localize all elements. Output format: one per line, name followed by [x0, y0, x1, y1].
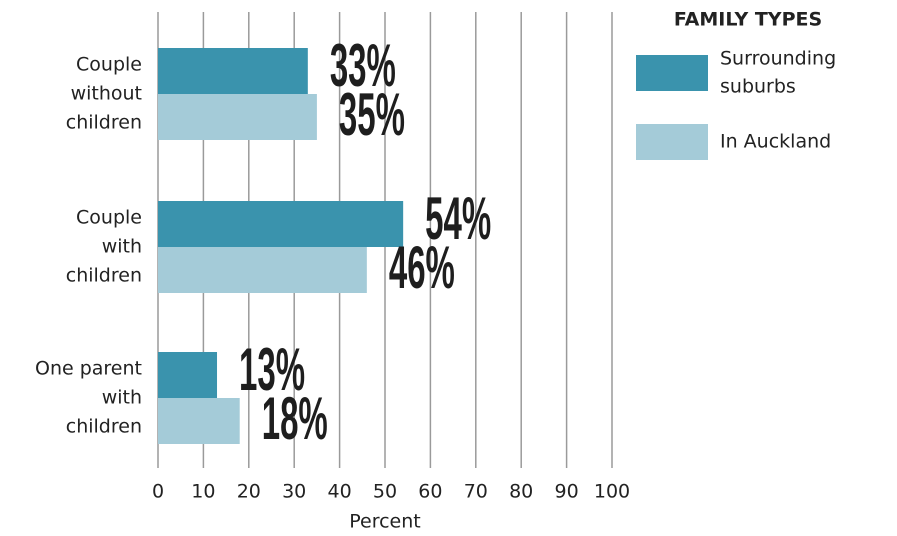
- x-tick-label: 10: [191, 481, 215, 503]
- x-tick-label: 60: [418, 481, 442, 503]
- x-tick-label: 70: [464, 481, 488, 503]
- value-label: 33%: [330, 33, 396, 100]
- legend-swatch: [636, 124, 708, 160]
- y-tick-label: One parent: [35, 358, 142, 380]
- x-tick-label: 0: [152, 481, 164, 503]
- bar: [158, 201, 404, 247]
- x-tick-label: 100: [594, 481, 630, 503]
- y-tick-label: with: [102, 387, 142, 409]
- legend-title: FAMILY TYPES: [674, 9, 822, 31]
- value-label: 18%: [262, 386, 328, 453]
- y-tick-label: Couple: [76, 54, 142, 76]
- y-tick-label: Couple: [76, 207, 142, 229]
- bar: [158, 352, 218, 398]
- legend-label: In Auckland: [720, 131, 831, 153]
- y-tick-label: with: [102, 236, 142, 258]
- y-tick-label: children: [66, 112, 142, 134]
- bar: [158, 247, 367, 293]
- x-tick-label: 90: [555, 481, 579, 503]
- x-axis-label: Percent: [349, 511, 421, 533]
- value-label: 54%: [425, 186, 491, 253]
- y-tick-label: children: [66, 416, 142, 438]
- x-tick-label: 20: [237, 481, 261, 503]
- value-label: 13%: [239, 337, 305, 404]
- legend-label: Surrounding: [720, 48, 836, 70]
- x-tick-label: 40: [328, 481, 352, 503]
- bar: [158, 398, 240, 444]
- legend-swatch: [636, 55, 708, 91]
- value-label: 35%: [339, 82, 405, 149]
- value-label: 46%: [389, 235, 455, 302]
- legend-label: suburbs: [720, 76, 796, 98]
- bar: [158, 94, 317, 140]
- x-tick-label: 50: [373, 481, 397, 503]
- bar: [158, 48, 308, 94]
- y-tick-label: children: [66, 265, 142, 287]
- x-tick-label: 80: [509, 481, 533, 503]
- y-tick-label: without: [71, 83, 142, 105]
- x-tick-label: 30: [282, 481, 306, 503]
